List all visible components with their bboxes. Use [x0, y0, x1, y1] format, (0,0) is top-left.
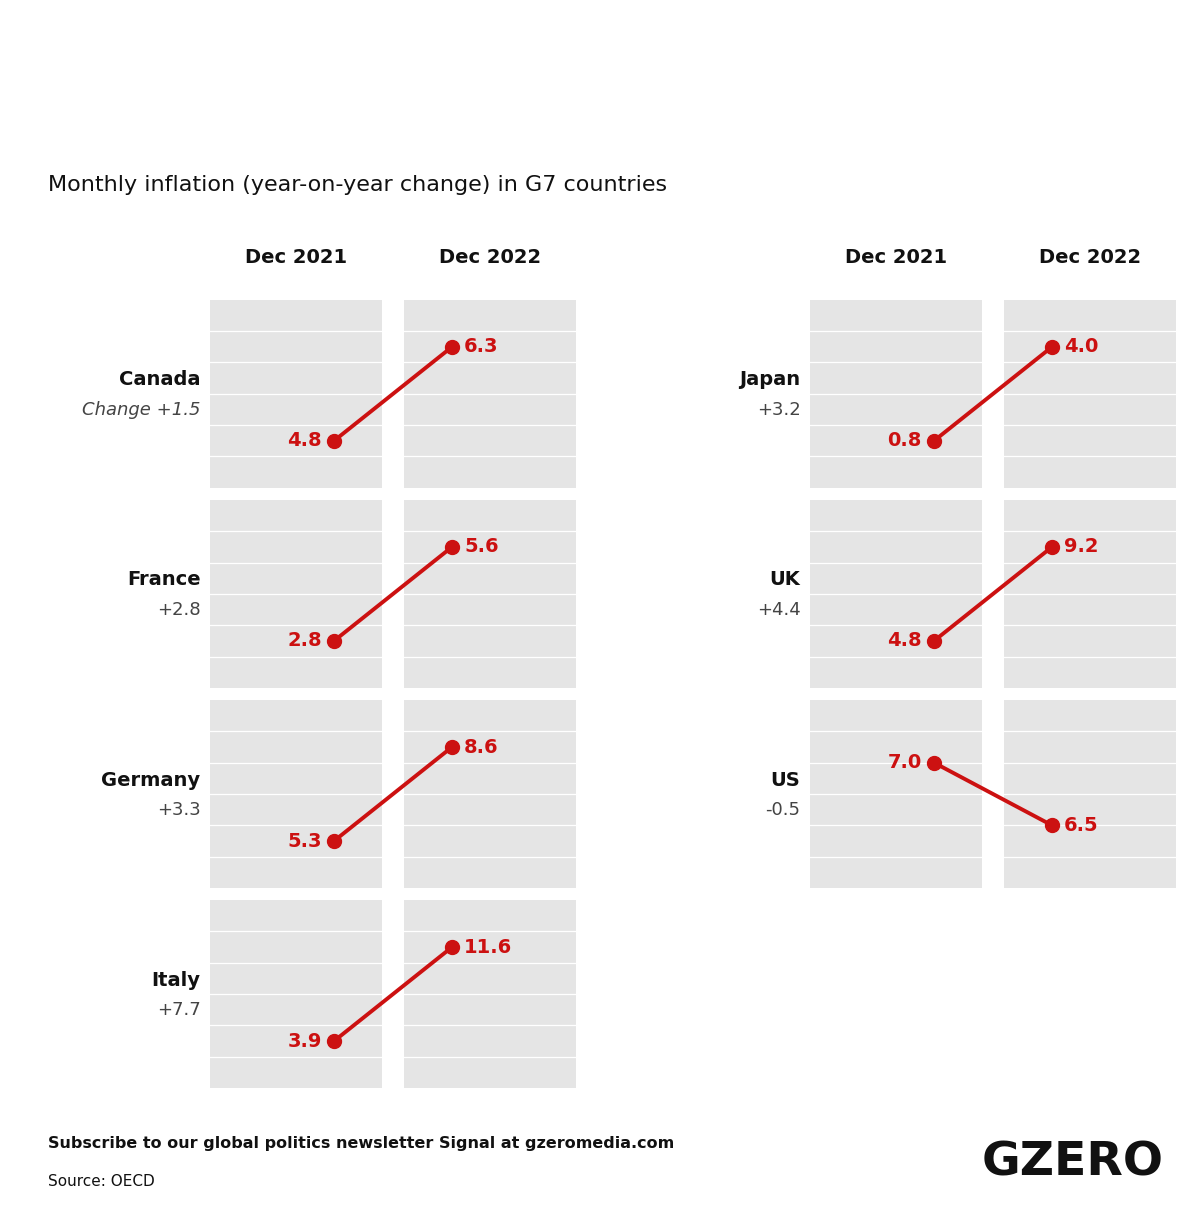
- Point: [1043, 537, 1062, 556]
- Text: France: France: [127, 571, 200, 590]
- Point: [324, 432, 343, 451]
- Text: +2.8: +2.8: [157, 601, 200, 619]
- Text: -0.5: -0.5: [766, 802, 800, 818]
- Text: Subscribe to our global politics newsletter Signal at gzeromedia.com: Subscribe to our global politics newslet…: [48, 1136, 674, 1151]
- Text: Dec 2021: Dec 2021: [845, 248, 947, 267]
- FancyBboxPatch shape: [403, 501, 576, 688]
- Text: Dec 2022: Dec 2022: [439, 248, 541, 267]
- Text: Japan: Japan: [739, 370, 800, 389]
- FancyBboxPatch shape: [403, 899, 576, 1088]
- Text: 0.8: 0.8: [888, 432, 922, 450]
- FancyBboxPatch shape: [210, 700, 382, 887]
- Text: Monthly inflation (year-on-year change) in G7 countries: Monthly inflation (year-on-year change) …: [48, 175, 667, 195]
- Text: +3.3: +3.3: [157, 802, 200, 818]
- FancyBboxPatch shape: [810, 700, 983, 887]
- Text: 4.0: 4.0: [1064, 337, 1098, 357]
- Point: [1043, 337, 1062, 357]
- Point: [443, 737, 462, 757]
- FancyBboxPatch shape: [1004, 300, 1176, 488]
- Point: [443, 937, 462, 956]
- FancyBboxPatch shape: [210, 300, 382, 488]
- Text: Source: OECD: Source: OECD: [48, 1174, 155, 1190]
- Text: +3.2: +3.2: [757, 401, 800, 418]
- Point: [324, 1031, 343, 1051]
- Point: [443, 537, 462, 556]
- Text: 4.8: 4.8: [287, 432, 322, 450]
- Text: 8.6: 8.6: [464, 737, 499, 757]
- FancyBboxPatch shape: [403, 300, 576, 488]
- FancyBboxPatch shape: [210, 899, 382, 1088]
- Point: [324, 832, 343, 851]
- Point: [1043, 816, 1062, 835]
- Text: 3.9: 3.9: [288, 1031, 322, 1051]
- Text: 11.6: 11.6: [464, 938, 512, 956]
- FancyBboxPatch shape: [810, 501, 983, 688]
- Text: Change +1.5: Change +1.5: [82, 401, 200, 418]
- Point: [924, 753, 943, 773]
- Text: Canada: Canada: [119, 370, 200, 389]
- Text: Dec 2021: Dec 2021: [245, 248, 347, 267]
- Text: +4.4: +4.4: [757, 601, 800, 619]
- Text: UK: UK: [769, 571, 800, 590]
- Text: 6.5: 6.5: [1064, 816, 1099, 835]
- Text: +7.7: +7.7: [157, 1001, 200, 1019]
- Text: 7.0: 7.0: [888, 753, 922, 773]
- Text: 4.8: 4.8: [887, 631, 922, 650]
- Text: Italy: Italy: [151, 971, 200, 990]
- Point: [924, 631, 943, 650]
- Text: 5.6: 5.6: [464, 538, 499, 556]
- Text: Rich countries feel inflation pinch: Rich countries feel inflation pinch: [48, 42, 1200, 103]
- FancyBboxPatch shape: [810, 300, 983, 488]
- Text: Germany: Germany: [101, 770, 200, 789]
- Text: GZERO: GZERO: [982, 1141, 1164, 1186]
- Text: 6.3: 6.3: [464, 337, 498, 357]
- Text: US: US: [770, 770, 800, 789]
- FancyBboxPatch shape: [1004, 700, 1176, 887]
- FancyBboxPatch shape: [403, 700, 576, 887]
- Point: [443, 337, 462, 357]
- Point: [924, 432, 943, 451]
- Text: Dec 2022: Dec 2022: [1039, 248, 1141, 267]
- Point: [324, 631, 343, 650]
- Text: 2.8: 2.8: [287, 631, 322, 650]
- Text: 5.3: 5.3: [288, 832, 322, 850]
- FancyBboxPatch shape: [1004, 501, 1176, 688]
- FancyBboxPatch shape: [210, 501, 382, 688]
- Text: 9.2: 9.2: [1064, 538, 1098, 556]
